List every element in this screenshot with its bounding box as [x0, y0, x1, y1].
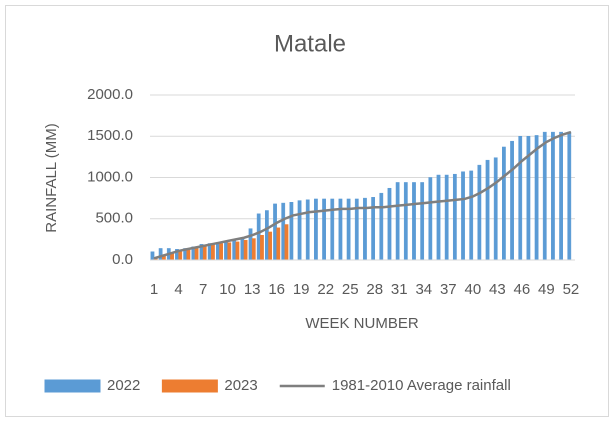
bar: [469, 170, 474, 261]
bar: [178, 250, 183, 261]
legend-swatch: [44, 379, 101, 393]
bar: [428, 177, 433, 261]
y-tick-label: 0.0: [112, 251, 133, 268]
x-tick-label: 43: [489, 281, 506, 298]
chart-title: Matale: [274, 30, 346, 57]
bar: [395, 182, 400, 261]
bar: [202, 244, 207, 261]
x-tick-label: 16: [268, 281, 285, 298]
bar: [264, 210, 269, 261]
bar: [284, 224, 289, 261]
bar: [403, 182, 408, 261]
bar: [567, 131, 572, 261]
bar: [542, 131, 547, 261]
bar: [559, 131, 563, 261]
line-series: [153, 130, 572, 260]
x-tick-label: 10: [219, 281, 236, 298]
x-tick-label: 49: [538, 281, 555, 298]
bar: [227, 242, 232, 261]
bar: [477, 164, 482, 261]
bar: [276, 227, 281, 261]
x-tick-label: 28: [366, 281, 383, 298]
x-tick-label: 34: [415, 281, 432, 298]
bar: [232, 239, 237, 261]
bar: [551, 131, 555, 261]
bar: [150, 251, 155, 261]
bar: [235, 241, 240, 261]
bar: [240, 238, 245, 261]
bar: [243, 239, 248, 261]
x-tick-label: 37: [440, 281, 457, 298]
bar: [211, 244, 215, 261]
bar: [461, 171, 465, 261]
bar: [273, 203, 277, 261]
bar: [502, 146, 506, 261]
bar: [297, 200, 302, 261]
bar: [379, 192, 384, 261]
legend-label: 2022: [107, 377, 140, 394]
bar: [493, 157, 498, 261]
y-axis-title: RAINFALL (MM): [43, 123, 60, 232]
bar: [248, 228, 253, 261]
bar: [510, 140, 514, 261]
x-tick-label: 52: [563, 281, 580, 298]
bar: [256, 213, 261, 261]
bar: [158, 248, 163, 261]
y-tick-label: 1000.0: [87, 168, 133, 185]
bar: [330, 198, 335, 261]
bar: [412, 182, 416, 261]
bar: [305, 199, 310, 261]
x-tick-label: 40: [464, 281, 481, 298]
x-tick-label: 19: [293, 281, 310, 298]
y-tick-label: 1500.0: [87, 127, 133, 144]
y-tick-label: 2000.0: [87, 86, 133, 103]
bar: [387, 187, 392, 261]
bar: [268, 231, 273, 261]
legend-swatch: [161, 379, 218, 393]
bar: [251, 238, 256, 261]
bar: [289, 202, 294, 261]
bar: [215, 242, 220, 261]
bar: [219, 243, 223, 261]
x-tick-label: 13: [244, 281, 261, 298]
bar: [314, 198, 318, 261]
bar: [322, 198, 326, 261]
x-tick-label: 7: [199, 281, 207, 298]
bar: [224, 241, 228, 261]
x-axis-title: WEEK NUMBER: [305, 315, 419, 332]
x-tick-label: 31: [391, 281, 408, 298]
bar: [444, 174, 449, 261]
bar: [186, 249, 191, 261]
bar: [452, 173, 457, 261]
x-tick-label: 25: [342, 281, 359, 298]
bar: [534, 135, 539, 261]
bar: [281, 202, 286, 261]
bar: [436, 174, 441, 261]
bar: [518, 136, 523, 261]
bar: [260, 235, 264, 261]
x-tick-label: 46: [514, 281, 531, 298]
legend-label: 2023: [224, 377, 257, 394]
x-tick-label: 22: [317, 281, 334, 298]
x-tick-label: 1: [150, 281, 158, 298]
x-tick-label: 4: [174, 281, 182, 298]
legend-label: 1981-2010 Average rainfall: [332, 377, 511, 394]
bar: [420, 182, 425, 261]
y-tick-label: 500.0: [95, 210, 133, 227]
bar: [485, 159, 490, 261]
